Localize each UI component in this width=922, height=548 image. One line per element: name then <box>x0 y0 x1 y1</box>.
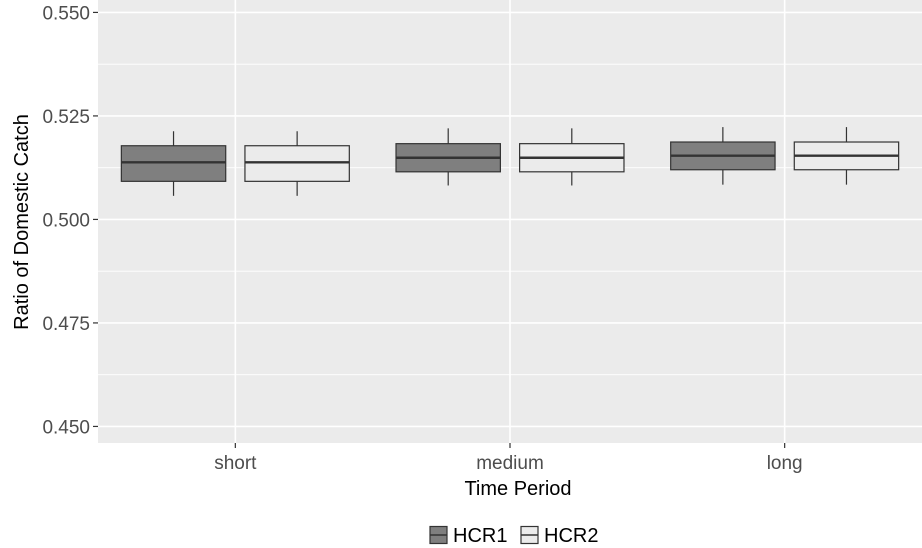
x-tick-label: medium <box>476 453 544 474</box>
boxes-layer <box>120 127 900 196</box>
x-axis-title: Time Period <box>464 478 571 500</box>
legend-label-hcr2: HCR2 <box>544 525 598 547</box>
legend-label-hcr1: HCR1 <box>453 525 507 547</box>
y-tick-label: 0.500 <box>42 210 90 231</box>
box-hcr2 <box>244 145 350 182</box>
x-tick-label: long <box>767 453 803 474</box>
y-tick-label: 0.525 <box>42 107 90 128</box>
x-tick-label: short <box>214 453 257 474</box>
y-tick-label: 0.475 <box>42 314 90 335</box>
y-axis: 0.450 0.475 0.500 0.525 0.550 <box>42 3 98 438</box>
legend: HCR1 HCR2 <box>429 525 598 547</box>
y-axis-title: Ratio of Domestic Catch <box>11 114 33 330</box>
y-tick-label: 0.550 <box>42 3 90 24</box>
grid-lines <box>98 0 922 443</box>
y-tick-label: 0.450 <box>42 417 90 438</box>
box-hcr1 <box>120 145 227 182</box>
x-axis: short medium long <box>214 443 803 474</box>
